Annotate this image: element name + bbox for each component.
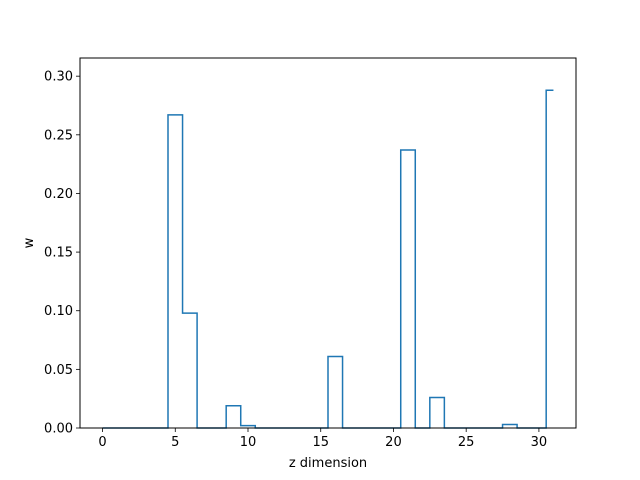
y-tick-label: 0.20 <box>44 187 73 202</box>
x-axis: 0 5 10 15 20 25 30 <box>98 428 547 450</box>
x-tick-label: 25 <box>458 435 475 450</box>
y-tick-label: 0.00 <box>44 422 73 437</box>
y-tick-label: 0.15 <box>44 246 73 261</box>
x-axis-label: z dimension <box>289 456 367 471</box>
y-tick-label: 0.05 <box>44 363 73 378</box>
x-tick-label: 30 <box>531 435 548 450</box>
y-axis: 0.00 0.05 0.10 0.15 0.20 0.25 0.30 <box>44 70 80 437</box>
y-axis-label: w <box>22 237 37 248</box>
y-tick-label: 0.10 <box>44 304 73 319</box>
y-tick-label: 0.25 <box>44 128 73 143</box>
x-tick-label: 5 <box>171 435 179 450</box>
plot-frame <box>79 57 577 429</box>
y-tick-label: 0.30 <box>44 70 73 85</box>
x-tick-label: 15 <box>312 435 329 450</box>
x-tick-label: 0 <box>98 435 106 450</box>
x-tick-label: 20 <box>385 435 402 450</box>
x-tick-label: 10 <box>240 435 257 450</box>
